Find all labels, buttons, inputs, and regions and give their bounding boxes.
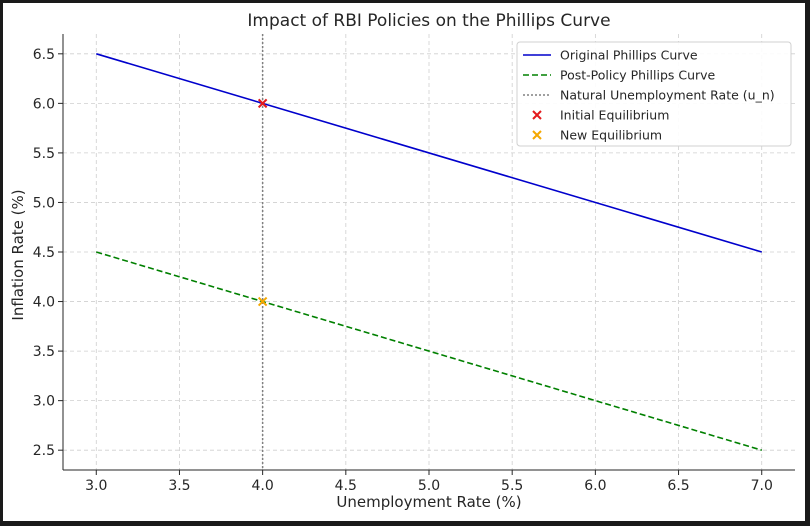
phillips-curve-chart: Impact of RBI Policies on the Phillips C…	[9, 11, 795, 511]
marker-stroke	[532, 110, 542, 120]
x-tick-label: 4.0	[252, 478, 274, 494]
series-line-0	[96, 53, 762, 253]
marker-stroke	[257, 98, 268, 109]
axes: 3.0 3.5 4.0 4.5 5.0 5.5 6.0 6.5 7.0 2.5 3.0 3.5 4.0 4…	[33, 34, 795, 494]
x-axis-label: Unemployment Rate (%)	[336, 493, 521, 511]
legend-label: Post-Policy Phillips Curve	[560, 68, 716, 83]
plot-area	[96, 34, 762, 470]
legend: Original Phillips Curve Post-Policy Phill…	[516, 41, 792, 147]
legend-item: Original Phillips Curve	[523, 48, 698, 63]
legend-label: Original Phillips Curve	[560, 48, 698, 63]
legend-item: Post-Policy Phillips Curve	[523, 68, 716, 83]
marker-stroke	[257, 296, 268, 307]
x-tick-label: 3.5	[168, 478, 190, 494]
legend-marker	[532, 110, 542, 120]
y-axis-label: Inflation Rate (%)	[9, 189, 27, 320]
marker-stroke	[532, 130, 542, 140]
y-tick-label: 5.5	[33, 146, 55, 162]
legend-item: New Equilibrium	[532, 128, 662, 143]
x-tick-label: 4.5	[335, 478, 357, 494]
legend-label: Initial Equilibrium	[560, 108, 669, 123]
y-tick-label: 6.5	[33, 47, 55, 63]
x-tick-label: 6.5	[667, 478, 689, 494]
series-line-1	[96, 251, 762, 451]
y-tick-label: 4.5	[33, 245, 55, 261]
legend-label: New Equilibrium	[560, 128, 662, 143]
equilibrium-point-3	[257, 98, 268, 109]
chart-frame: Impact of RBI Policies on the Phillips C…	[3, 3, 805, 521]
x-tick-label: 7.0	[751, 478, 773, 494]
x-tick-label: 3.0	[85, 478, 107, 494]
y-tick-label: 2.5	[33, 443, 55, 459]
y-tick-label: 3.0	[33, 394, 55, 410]
legend-item: Natural Unemployment Rate (u_n)	[523, 88, 775, 103]
equilibrium-point-4	[257, 296, 268, 307]
y-tick-label: 3.5	[33, 344, 55, 360]
y-tick-label: 4.0	[33, 295, 55, 311]
legend-item: Initial Equilibrium	[532, 108, 669, 123]
x-tick-label: 6.0	[584, 478, 606, 494]
y-tick-label: 6.0	[33, 96, 55, 112]
legend-box	[516, 41, 792, 147]
x-tick-label: 5.5	[501, 478, 523, 494]
legend-label: Natural Unemployment Rate (u_n)	[560, 88, 775, 103]
legend-marker	[532, 130, 542, 140]
y-tick-label: 5.0	[33, 195, 55, 211]
x-tick-label: 5.0	[418, 478, 440, 494]
chart-title: Impact of RBI Policies on the Phillips C…	[247, 11, 610, 31]
